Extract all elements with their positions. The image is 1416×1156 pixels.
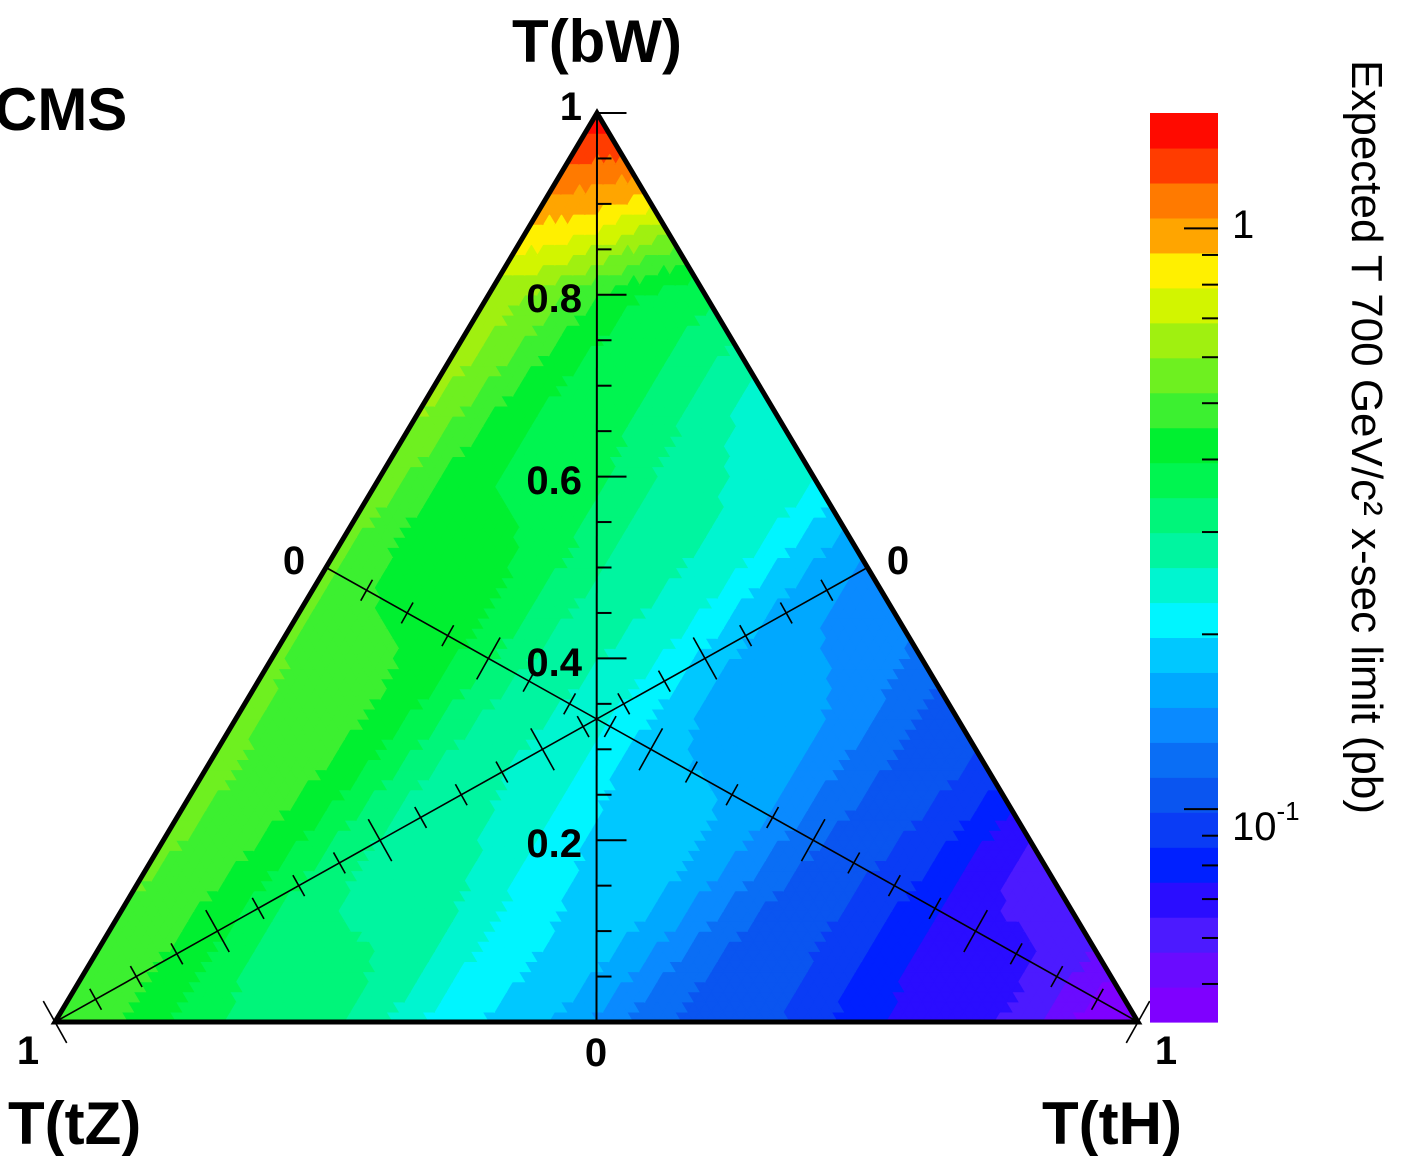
ternary-limit-plot: CMS T(bW) T(tZ) T(tH) 1 0.8 0.6 0.4 0.2 … — [0, 8, 1391, 1156]
